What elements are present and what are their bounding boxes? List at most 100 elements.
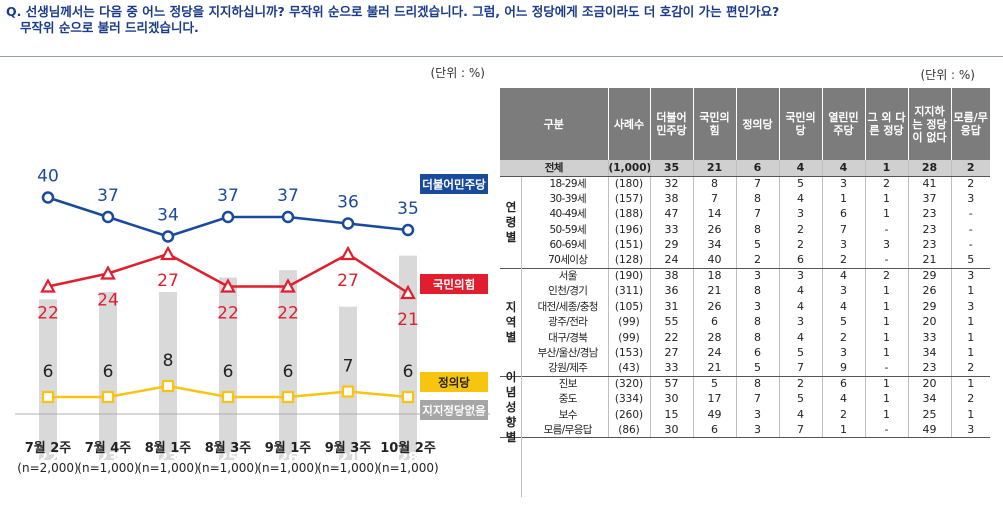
row-label: 광주/전라: [500, 314, 609, 330]
party-support-trend-chart: (단위 : %) 22 23 23 25 26 21 28 40 37 34 37 37 36 35 22 2…: [15, 66, 490, 475]
row-value: 6: [693, 314, 737, 330]
row-label: 70세이상: [500, 252, 609, 269]
row-value: 2: [865, 268, 909, 284]
row-value: 5: [779, 345, 823, 361]
table-body: 전체 (1,000) 35 21 6 4 4 1 28 2 18-29세 연령별 (180) 32 8 7 5 3…: [500, 160, 990, 444]
row-value: -: [968, 238, 973, 252]
justice-point: [101, 390, 115, 404]
row-value: 6: [779, 252, 823, 269]
row-label: 모름/무응답: [500, 422, 609, 439]
row-sample-size: (43): [608, 360, 651, 377]
no-party-bar: [339, 306, 357, 460]
table-row: 대전/세종/충청 (105) 31 26 3 4 4 1 29 3: [500, 299, 990, 315]
row-value: 5: [779, 176, 823, 192]
row-value: 5: [951, 252, 990, 269]
row-value: 2: [822, 329, 866, 346]
group-label: 지역별: [505, 300, 517, 345]
row-value: 33: [908, 329, 952, 346]
series-value-label: 27: [337, 271, 359, 291]
row-value: 3: [736, 422, 780, 439]
x-sample-size: (n=2,000): [17, 461, 78, 475]
row-value: 8: [736, 283, 780, 300]
justice-point: [401, 390, 415, 404]
table-row: 진보 이념성향별 (320) 57 5 8 2 6 1 20 1: [500, 370, 990, 444]
row-value: 47: [650, 206, 694, 223]
row-value: 33: [650, 360, 694, 377]
table-row: 보수 (260) 15 49 3 4 2 1 25 1: [500, 406, 990, 423]
row-value: 2: [822, 406, 866, 423]
header-col-7: 모름/무응답: [951, 88, 990, 160]
row-value: 3: [822, 237, 866, 253]
justice-point: [41, 390, 55, 404]
row-value: 24: [650, 252, 694, 269]
x-sample-size: (n=1,000): [257, 461, 318, 475]
x-tick-label: 10월 2주: [380, 440, 436, 456]
row-value: 7: [736, 176, 780, 192]
header-col-1: 국민의힘: [693, 88, 737, 160]
justice-point: [161, 379, 175, 393]
row-value: 35: [650, 160, 694, 177]
row-value: 4: [779, 406, 823, 423]
row-value: 1: [967, 345, 975, 359]
row-sample-size: (196): [608, 222, 651, 238]
row-value: 41: [908, 176, 952, 192]
row-value: 37: [908, 191, 952, 207]
row-value: 21: [908, 252, 952, 269]
chart-unit: (단위 : %): [430, 66, 485, 80]
series-value-label: 34: [157, 206, 179, 226]
row-value: 3: [865, 237, 909, 253]
header-col-0: 더불어민주당: [650, 88, 694, 160]
row-value: 1: [865, 345, 909, 361]
group-label: 연령별: [505, 200, 517, 245]
row-value: 4: [822, 268, 866, 284]
row-sample-size: (260): [608, 406, 651, 423]
row-value: 2: [951, 360, 990, 377]
row-value: 1: [865, 299, 909, 315]
row-value: 28: [908, 160, 952, 177]
row-value: 5: [736, 237, 780, 253]
row-label: 중도: [500, 391, 609, 407]
row-value: 1: [865, 376, 909, 392]
series-value-label: 8: [163, 351, 174, 371]
row-value: 32: [650, 176, 694, 192]
row-value: 1: [865, 206, 909, 223]
row-value: 1: [865, 191, 909, 207]
row-sample-size: (320): [608, 376, 651, 392]
row-value: 1: [865, 329, 909, 346]
row-value: 22: [650, 329, 694, 346]
row-value: 1: [967, 377, 975, 391]
survey-crosstab-table: 구분 사례수 더불어민주당 국민의힘 정의당 국민의당 열린민주당 그 외 다른 정당 지지하는…: [500, 88, 990, 444]
row-value: 3: [779, 314, 823, 330]
row-value: 1: [967, 330, 975, 344]
table-row: 18-29세 연령별 (180) 32 8 7 5 3 2 41 2: [500, 176, 990, 244]
row-value: 55: [650, 314, 694, 330]
row-value: 2: [779, 376, 823, 392]
no-party-bar-label: 23: [98, 449, 119, 467]
table-row: 대구/경북 (99) 22 28 8 4 2 1 33 1: [500, 329, 990, 346]
row-value: 5: [736, 360, 780, 377]
header-col-2: 정의당: [736, 88, 780, 160]
row-value: 4: [822, 160, 866, 177]
row-value: 6: [822, 206, 866, 223]
legend-box-2: [420, 372, 488, 392]
row-value: 3: [951, 422, 990, 439]
x-tick-label: 8월 3주: [205, 440, 252, 456]
legend-label-0: 더불어민주당: [422, 178, 486, 192]
table-header-row: 구분 사례수 더불어민주당 국민의힘 정의당 국민의당 열린민주당 그 외 다른 정당 지지하는…: [500, 88, 990, 160]
row-value: 5: [779, 391, 823, 407]
survey-question: Q. 선생님께서는 다음 중 어느 정당을 지지하십니까? 무작위 순으로 불러…: [6, 4, 996, 36]
row-value: 7: [779, 360, 823, 377]
series-value-label: 27: [157, 271, 179, 291]
row-value: 4: [779, 283, 823, 300]
row-value: 36: [650, 283, 694, 300]
row-value: 1: [865, 160, 909, 177]
legend-box-0: [420, 174, 488, 194]
row-value: 2: [736, 252, 780, 269]
row-value: 31: [650, 299, 694, 315]
legend-box-1: [420, 274, 488, 294]
row-sample-size: (128): [608, 252, 651, 269]
row-label: 보수: [500, 406, 609, 423]
row-value: 23: [908, 206, 952, 223]
row-label: 대구/경북: [500, 329, 609, 346]
row-label: 전체: [500, 160, 609, 177]
